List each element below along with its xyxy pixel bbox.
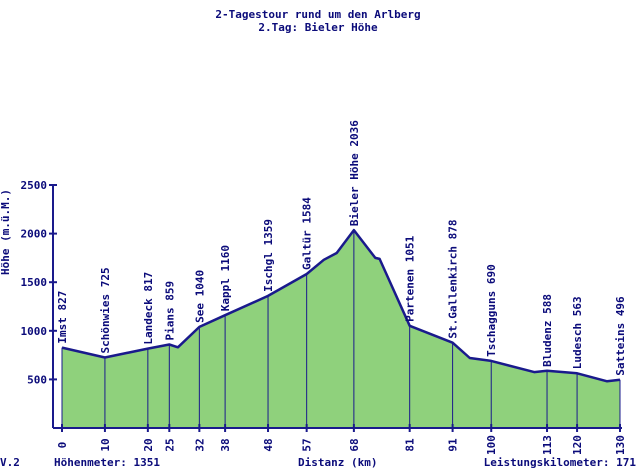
x-tick-label: 100 — [485, 435, 498, 455]
station-label: Tschagguns 690 — [485, 264, 498, 357]
y-tick-label: 1500 — [21, 276, 48, 289]
y-tick-label: 2500 — [21, 179, 48, 192]
station-label: Bieler Höhe 2036 — [348, 120, 361, 226]
elevation-area — [62, 230, 620, 428]
x-tick-label: 0 — [56, 442, 69, 449]
x-tick-label: 38 — [219, 438, 232, 451]
chart-subtitle: 2.Tag: Bieler Höhe — [258, 21, 378, 34]
station-label: Kappl 1160 — [219, 245, 232, 311]
station-label: Satteins 496 — [614, 296, 627, 376]
plot-area: 500 1000 1500 2000 2500 0 10 20 25 32 38 48 57 68 81 91… — [21, 120, 628, 455]
footer-version: V.2 — [0, 456, 20, 468]
x-tick-label: 57 — [301, 438, 314, 451]
station-label: Galtür 1584 — [301, 197, 314, 270]
chart-title: 2-Tagestour rund um den Arlberg — [215, 8, 420, 21]
y-tick-label: 500 — [27, 373, 47, 386]
x-tick-label: 10 — [99, 438, 112, 451]
station-label: Pians 859 — [163, 281, 176, 341]
station-label: Schönwies 725 — [99, 267, 112, 353]
station-label: Partenen 1051 — [404, 235, 417, 321]
station-label: Landeck 817 — [142, 272, 155, 345]
x-tick-label: 113 — [541, 435, 554, 455]
y-tick-label: 1000 — [21, 325, 48, 338]
x-tick-label: 130 — [614, 435, 627, 455]
x-axis-label: Distanz (km) — [298, 456, 377, 468]
footer-hoehenmeter: Höhenmeter: 1351 — [54, 456, 160, 468]
station-label: Imst 827 — [56, 291, 69, 344]
x-tick-label: 91 — [447, 438, 460, 452]
y-axis-label: Höhe (m.ü.M.) — [0, 189, 12, 275]
x-tick-label: 25 — [163, 438, 176, 451]
x-tick-label: 32 — [193, 438, 206, 451]
station-label: Ludesch 563 — [571, 296, 584, 369]
x-tick-label: 120 — [571, 435, 584, 455]
station-label: St.Gallenkirch 878 — [447, 219, 460, 338]
footer-leistungskilometer: Leistungskilometer: 171 — [484, 456, 637, 468]
y-tick-label: 2000 — [21, 228, 48, 241]
elevation-line — [61, 228, 621, 383]
x-tick-label: 68 — [348, 438, 361, 451]
station-label: Bludenz 588 — [541, 294, 554, 367]
station-label: Ischgl 1359 — [262, 219, 275, 292]
x-tick-label: 81 — [404, 438, 417, 452]
station-label: See 1040 — [193, 270, 206, 323]
x-tick-label: 20 — [142, 438, 155, 451]
x-tick-label: 48 — [262, 438, 275, 451]
